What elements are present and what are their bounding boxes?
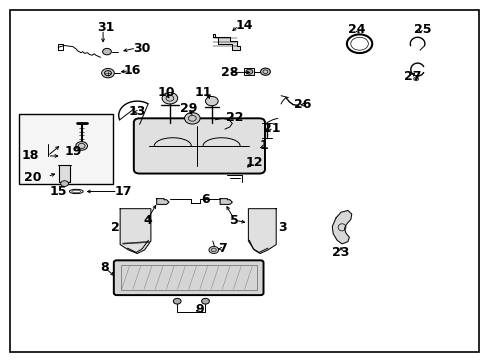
Text: 19: 19 — [64, 145, 81, 158]
Text: 2: 2 — [111, 221, 120, 234]
Circle shape — [102, 48, 111, 55]
Text: 23: 23 — [332, 246, 349, 259]
Text: 4: 4 — [143, 214, 152, 227]
Circle shape — [76, 141, 87, 150]
Text: 9: 9 — [195, 303, 203, 316]
Circle shape — [162, 93, 177, 104]
Text: 8: 8 — [100, 261, 109, 274]
Text: 27: 27 — [403, 69, 421, 82]
Circle shape — [260, 68, 270, 75]
Text: 10: 10 — [158, 86, 175, 99]
Bar — [244, 68, 254, 75]
Text: 30: 30 — [133, 41, 150, 54]
Text: 6: 6 — [201, 193, 209, 206]
Text: 1: 1 — [259, 139, 268, 152]
Ellipse shape — [72, 190, 81, 193]
Polygon shape — [157, 199, 168, 204]
Text: 25: 25 — [413, 23, 430, 36]
Polygon shape — [331, 211, 351, 244]
Circle shape — [413, 77, 418, 81]
Circle shape — [173, 298, 181, 304]
FancyBboxPatch shape — [114, 260, 263, 295]
Bar — [19, 114, 113, 184]
Text: 12: 12 — [245, 156, 263, 169]
Text: 31: 31 — [97, 21, 114, 34]
Text: 5: 5 — [230, 214, 239, 227]
Text: 22: 22 — [225, 111, 243, 124]
Text: 17: 17 — [115, 185, 132, 198]
Text: 15: 15 — [49, 185, 67, 198]
Circle shape — [61, 181, 68, 186]
Circle shape — [201, 298, 209, 304]
Text: 20: 20 — [23, 171, 41, 184]
Text: 29: 29 — [180, 102, 197, 115]
Circle shape — [205, 96, 218, 106]
Circle shape — [208, 246, 218, 253]
FancyBboxPatch shape — [134, 118, 264, 174]
Bar — [121, 265, 256, 290]
Text: 7: 7 — [218, 242, 226, 255]
Text: 24: 24 — [347, 23, 365, 36]
Polygon shape — [248, 209, 276, 253]
Text: 21: 21 — [262, 122, 280, 135]
Polygon shape — [212, 34, 239, 50]
Text: 13: 13 — [128, 105, 145, 118]
Text: 26: 26 — [294, 98, 311, 111]
Polygon shape — [120, 209, 151, 253]
Circle shape — [245, 69, 252, 74]
Text: 28: 28 — [221, 66, 238, 79]
Text: 18: 18 — [21, 149, 39, 162]
Text: 11: 11 — [194, 86, 211, 99]
Text: 14: 14 — [235, 19, 253, 32]
Circle shape — [102, 68, 114, 78]
Circle shape — [184, 113, 200, 124]
Polygon shape — [220, 199, 232, 204]
Bar — [59, 165, 70, 182]
Text: 3: 3 — [278, 221, 286, 234]
Ellipse shape — [69, 189, 83, 194]
Text: 16: 16 — [123, 64, 141, 77]
